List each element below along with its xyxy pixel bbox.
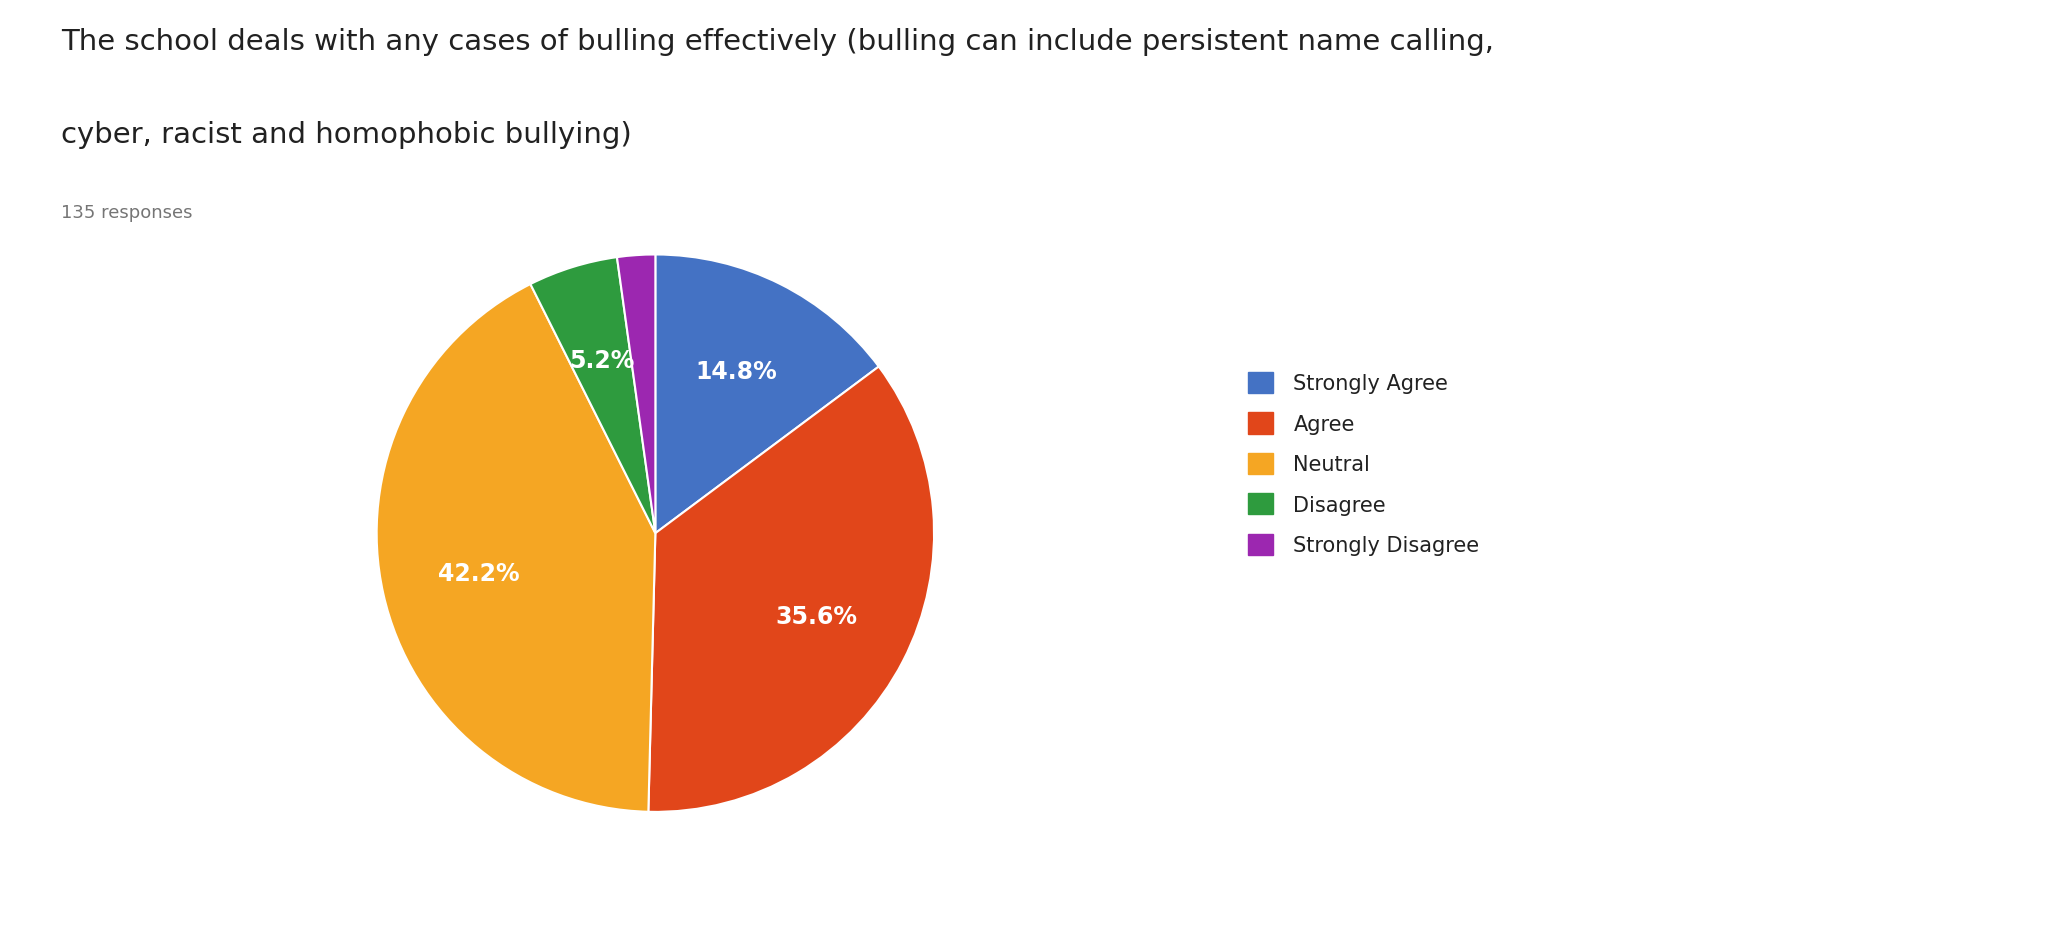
Legend: Strongly Agree, Agree, Neutral, Disagree, Strongly Disagree: Strongly Agree, Agree, Neutral, Disagree… — [1239, 364, 1487, 564]
Wedge shape — [655, 255, 879, 534]
Text: 42.2%: 42.2% — [438, 561, 520, 585]
Text: 14.8%: 14.8% — [696, 360, 778, 384]
Wedge shape — [649, 367, 934, 812]
Wedge shape — [616, 255, 655, 534]
Text: 35.6%: 35.6% — [776, 605, 858, 629]
Text: 5.2%: 5.2% — [569, 349, 635, 373]
Wedge shape — [530, 258, 655, 534]
Wedge shape — [377, 285, 655, 812]
Text: cyber, racist and homophobic bullying): cyber, racist and homophobic bullying) — [61, 121, 633, 148]
Text: 135 responses: 135 responses — [61, 204, 193, 222]
Text: The school deals with any cases of bulling effectively (bulling can include pers: The school deals with any cases of bulli… — [61, 28, 1495, 56]
